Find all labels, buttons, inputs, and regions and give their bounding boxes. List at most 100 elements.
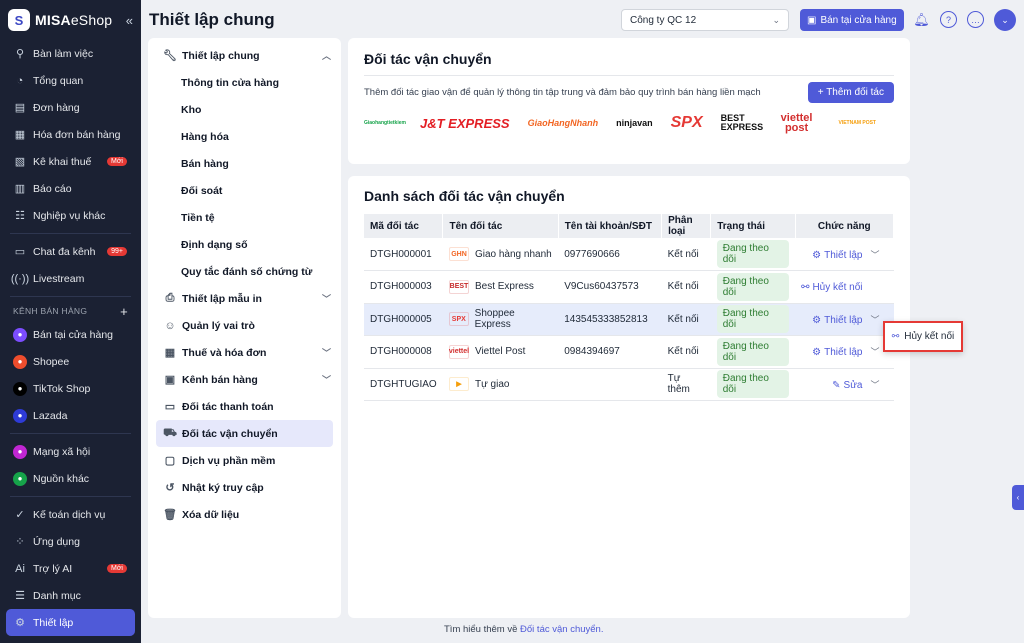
disconnect-popup-menu[interactable]: ⚯ Hủy kết nối xyxy=(883,321,963,352)
table-row[interactable]: DTGH000005 SPX Shoppee Express 143545333852… xyxy=(364,303,894,336)
viettel-post-logo[interactable]: viettel post xyxy=(780,112,813,134)
sidebar-item-label: Kê khai thuế xyxy=(33,155,92,168)
column-header: Tên tài khoản/SĐT xyxy=(558,214,663,238)
vietnam-post-logo[interactable]: VIETNAM POST xyxy=(838,120,876,126)
sidebar-item[interactable]: Ai Trợ lý AI Mới xyxy=(0,555,141,582)
settings-menu-item[interactable]: ⎙ Thiết lập mẫu in ﹀ xyxy=(148,285,341,312)
jt-express-logo[interactable]: J&T EXPRESS xyxy=(420,115,510,131)
settings-menu-item[interactable]: ☺ Quản lý vai trò xyxy=(148,312,341,339)
sidebar-item[interactable]: ☰ Danh mục xyxy=(0,582,141,609)
row-action-button[interactable]: ⚙ Thiết lập xyxy=(812,250,862,261)
sidebar-item-label: Trợ lý AI xyxy=(33,562,73,575)
carrier-logo-strip: Giaohangtietkiem J&T EXPRESS GiaoHangNha… xyxy=(364,111,894,135)
main-sidebar: S MISAeShop « ⚲ Bàn làm việc ◔ Tổng quan ▤ Đơ… xyxy=(0,0,141,643)
chevron-down-icon[interactable]: ﹀ xyxy=(870,347,880,358)
chevron-down-icon[interactable]: ﹀ xyxy=(870,314,880,325)
sidebar-item[interactable]: ● Lazada xyxy=(0,402,141,429)
table-row[interactable]: DTGHTUGIAO ▶ Tự giao Tự thêm Đang theo dõi ✎ S… xyxy=(364,368,894,401)
partner-code: DTGH000001 xyxy=(364,238,443,271)
sidebar-item[interactable]: ⚙ Thiết lập xyxy=(6,609,135,636)
settings-submenu-item[interactable]: Kho xyxy=(181,103,202,116)
ai-icon: Ai xyxy=(15,562,25,575)
settings-submenu-item[interactable]: Định dạng số xyxy=(181,238,248,251)
sidebar-item[interactable]: ☷ Nghiệp vụ khác xyxy=(0,202,141,229)
sidebar-item[interactable]: ◔ Tổng quan xyxy=(0,67,141,94)
trash-icon: 🗑︎ xyxy=(163,509,177,521)
spx-logo[interactable]: SPX xyxy=(670,114,703,131)
printer-icon: ⎙ xyxy=(165,292,175,304)
sidebar-item[interactable]: ((·)) Livestream xyxy=(0,265,141,292)
add-partner-button[interactable]: + Thêm đối tác xyxy=(807,82,894,103)
disconnect-menu-item[interactable]: Hủy kết nối xyxy=(904,331,955,342)
chevron-down-icon[interactable]: ﹀ xyxy=(870,379,880,390)
best-express-logo[interactable]: BEST EXPRESS xyxy=(720,113,764,132)
settings-menu-item[interactable]: ⛟ Đối tác vận chuyển xyxy=(156,420,333,447)
row-action-button[interactable]: ✎ Sửa xyxy=(832,380,862,391)
ninjavan-logo[interactable]: ninjavan xyxy=(616,118,653,128)
sidebar-item[interactable]: ▥ Báo cáo xyxy=(0,175,141,202)
action-cell: ⚯Hủy kết nối﹀ xyxy=(795,270,894,304)
gear-icon: ⚙ xyxy=(812,249,822,261)
settings-submenu-item[interactable]: Tiền tệ xyxy=(181,211,215,224)
company-select[interactable]: Công ty QC 12 ⌄ xyxy=(621,9,789,31)
sidebar-item[interactable]: ● Shopee xyxy=(0,348,141,375)
sidebar-item[interactable]: ▤ Đơn hàng xyxy=(0,94,141,121)
partner-name: Giao hàng nhanh xyxy=(474,248,552,260)
sidebar-item[interactable]: ● Nguồn khác xyxy=(0,465,141,492)
add-channel-icon[interactable]: + xyxy=(120,303,128,319)
table-row[interactable]: DTGH000001 GHN Giao hàng nhanh 0977690666 Kế… xyxy=(364,238,894,271)
sidebar-item[interactable]: ▧ Kê khai thuế Mới xyxy=(0,148,141,175)
table-row[interactable]: DTGH000003 BEST Best Express V9Cus60437573 K… xyxy=(364,270,894,304)
ghtk-logo[interactable]: Giaohangtietkiem xyxy=(364,120,406,126)
sidebar-item[interactable]: ✓ Kế toán dịch vụ xyxy=(0,501,141,528)
learn-more-link[interactable]: Đối tác vận chuyển. xyxy=(520,624,604,635)
settings-menu-label: Xóa dữ liệu xyxy=(182,508,240,521)
ghn-logo[interactable]: GiaoHangNhanh xyxy=(527,118,599,128)
status-cell: Đang theo dõi xyxy=(710,335,796,369)
row-action-button[interactable]: ⚯ Hủy kết nối xyxy=(801,282,862,293)
sidebar-item[interactable]: ● TikTok Shop xyxy=(0,375,141,402)
settings-submenu-item[interactable]: Đối soát xyxy=(181,184,223,197)
truck-icon: ⛟ xyxy=(163,426,177,439)
settings-menu-label: Đối tác thanh toán xyxy=(182,400,274,413)
table-row[interactable]: DTGH000008 viettel Viettel Post 0984394697 K… xyxy=(364,335,894,369)
settings-menu-item[interactable]: ↺ Nhật ký truy cập xyxy=(148,474,341,501)
side-panel-toggle-icon[interactable]: ‹ xyxy=(1012,485,1024,510)
help-icon[interactable]: ? xyxy=(940,11,957,28)
collapse-sidebar-icon[interactable]: « xyxy=(125,12,133,28)
gear-icon: ⚙ xyxy=(812,347,822,359)
settings-menu-item[interactable]: ▢ Dịch vụ phần mềm xyxy=(148,447,341,474)
row-action-button[interactable]: ⚙ Thiết lập xyxy=(812,315,862,326)
sidebar-item-label: Nghiệp vụ khác xyxy=(33,209,106,222)
sidebar-item[interactable]: ● Mạng xã hội xyxy=(0,438,141,465)
sidebar-item[interactable]: ▦ Hóa đơn bán hàng xyxy=(0,121,141,148)
sidebar-item[interactable]: ⚲ Bàn làm việc xyxy=(0,40,141,67)
unlink-icon: ⚯ xyxy=(801,282,810,294)
settings-menu-item[interactable]: 🗑︎ Xóa dữ liệu xyxy=(148,501,341,528)
sell-in-store-button[interactable]: ▣ Bán tại cửa hàng xyxy=(800,9,904,31)
more-icon[interactable]: … xyxy=(967,11,984,28)
settings-menu-item[interactable]: ▭ Đối tác thanh toán xyxy=(148,393,341,420)
settings-submenu-item[interactable]: Thông tin cửa hàng xyxy=(181,76,280,89)
partner-account xyxy=(558,368,662,401)
action-cell: ✎ Sửa ﹀ xyxy=(795,368,894,401)
sidebar-item[interactable]: ● Bán tại cửa hàng xyxy=(0,321,141,348)
chevron-down-icon[interactable]: ﹀ xyxy=(870,249,880,260)
settings-menu-item[interactable]: ▣ Kênh bán hàng ﹀ xyxy=(148,366,341,393)
chevron-down-icon: ﹀ xyxy=(321,294,331,304)
bell-icon[interactable]: 🔔︎ xyxy=(913,11,930,27)
settings-submenu-item[interactable]: Quy tắc đánh số chứng từ xyxy=(181,265,313,278)
settings-menu-item[interactable]: 🔧︎ Thiết lập chung ︿ xyxy=(148,42,341,69)
avatar[interactable]: ⌄ xyxy=(994,9,1016,31)
status-cell: Đang theo dõi xyxy=(710,368,796,401)
sidebar-item[interactable]: ▭ Chat đa kênh 99+ xyxy=(0,238,141,265)
row-action-label: Thiết lập xyxy=(824,314,863,326)
footer-help: Tìm hiểu thêm về Đối tác vận chuyển. xyxy=(444,624,603,635)
settings-submenu-item[interactable]: Hàng hóa xyxy=(181,130,229,143)
divider xyxy=(364,75,894,76)
row-action-button[interactable]: ⚙ Thiết lập xyxy=(812,347,862,358)
settings-menu-item[interactable]: ▦ Thuế và hóa đơn ﹀ xyxy=(148,339,341,366)
sidebar-item[interactable]: ⁘ Ứng dụng xyxy=(0,528,141,555)
invoice-icon: ▦ xyxy=(14,129,26,141)
settings-submenu-item[interactable]: Bán hàng xyxy=(181,157,229,170)
